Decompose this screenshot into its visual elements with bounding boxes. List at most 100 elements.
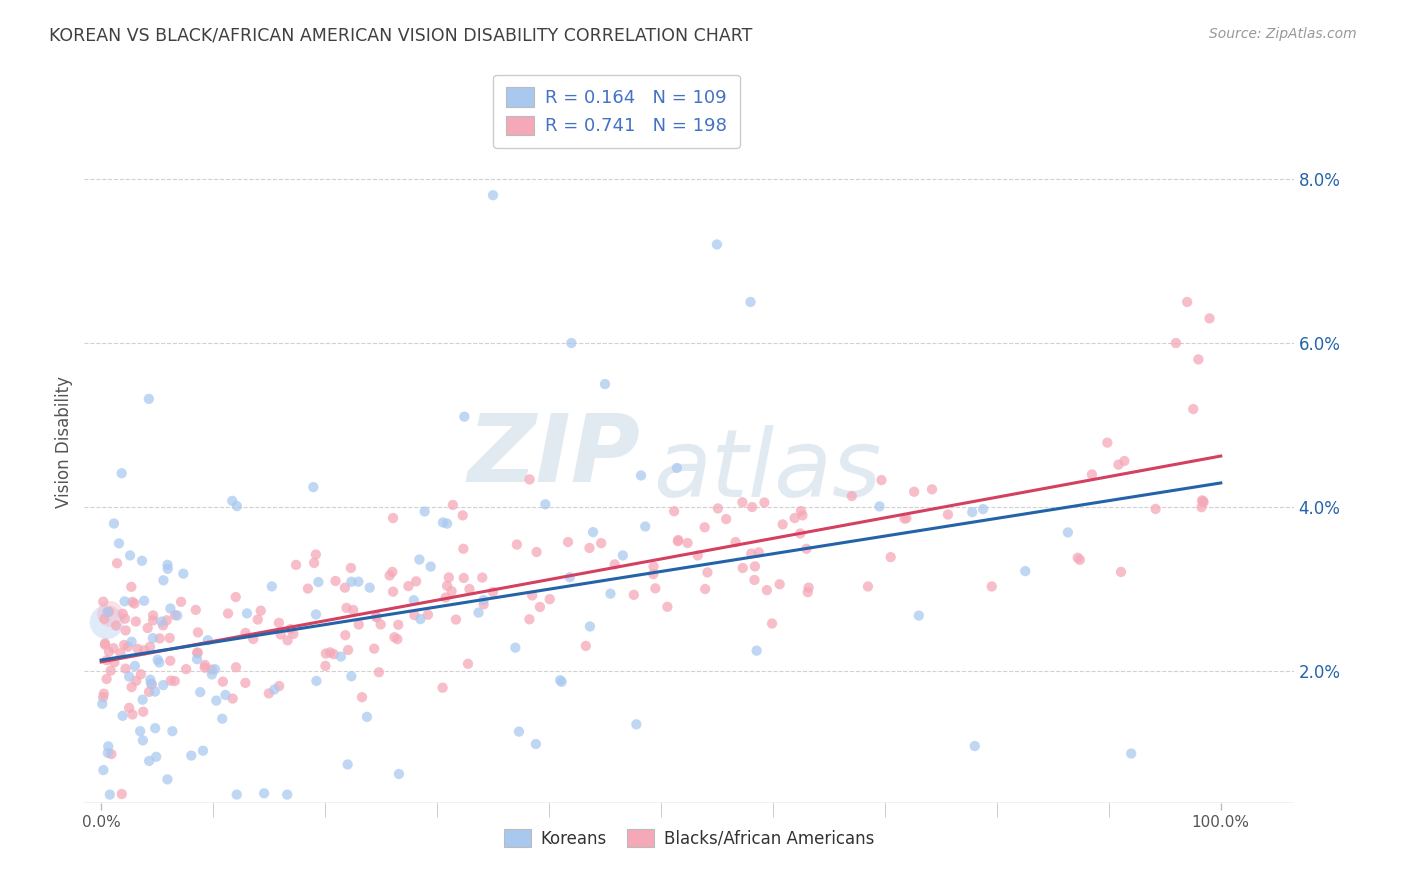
Point bbox=[506, 538, 529, 552]
Point bbox=[744, 559, 766, 574]
Point bbox=[797, 585, 820, 599]
Point bbox=[472, 598, 495, 612]
Point bbox=[217, 607, 239, 621]
Point bbox=[980, 579, 1002, 593]
Point bbox=[783, 511, 806, 525]
Point bbox=[436, 579, 458, 593]
Point bbox=[166, 608, 188, 623]
Point bbox=[305, 673, 328, 688]
Point bbox=[131, 554, 153, 568]
Point bbox=[558, 570, 581, 584]
Point bbox=[305, 607, 328, 622]
Point bbox=[103, 641, 125, 656]
Point bbox=[755, 583, 778, 598]
Point bbox=[789, 526, 811, 541]
Point bbox=[972, 502, 994, 516]
Point bbox=[163, 608, 186, 623]
Point bbox=[108, 536, 131, 550]
Point bbox=[138, 392, 160, 406]
Point bbox=[162, 724, 184, 739]
Point bbox=[131, 692, 153, 706]
Point bbox=[322, 647, 344, 661]
Point bbox=[1191, 493, 1213, 508]
Point bbox=[139, 673, 162, 687]
Point bbox=[402, 593, 425, 607]
Point bbox=[693, 520, 716, 534]
Point bbox=[121, 595, 143, 609]
Point bbox=[103, 516, 125, 531]
Point bbox=[1067, 550, 1090, 565]
Point bbox=[453, 541, 475, 556]
Point bbox=[129, 724, 152, 739]
Point bbox=[121, 707, 143, 722]
Point bbox=[149, 632, 172, 646]
Point bbox=[143, 684, 166, 698]
Point bbox=[416, 607, 439, 622]
Point bbox=[120, 580, 142, 594]
Point bbox=[96, 615, 118, 630]
Point bbox=[340, 574, 363, 589]
Point bbox=[335, 600, 357, 615]
Point bbox=[409, 612, 432, 626]
Point bbox=[796, 541, 818, 556]
Point bbox=[337, 643, 360, 657]
Point bbox=[772, 517, 794, 532]
Point bbox=[138, 685, 160, 699]
Point bbox=[519, 612, 541, 626]
Point bbox=[132, 733, 155, 747]
Point bbox=[117, 640, 139, 654]
Point bbox=[114, 612, 136, 626]
Point bbox=[405, 574, 427, 589]
Point bbox=[1057, 525, 1080, 540]
Point bbox=[714, 512, 737, 526]
Point bbox=[879, 550, 901, 565]
Y-axis label: Vision Disability: Vision Disability bbox=[55, 376, 73, 508]
Text: Source: ZipAtlas.com: Source: ZipAtlas.com bbox=[1209, 27, 1357, 41]
Point bbox=[744, 573, 766, 587]
Point bbox=[453, 409, 475, 424]
Point bbox=[603, 558, 626, 572]
Point bbox=[152, 678, 174, 692]
Point bbox=[246, 613, 269, 627]
Point bbox=[132, 594, 155, 608]
Point bbox=[96, 672, 118, 686]
Point bbox=[1121, 747, 1143, 761]
Point bbox=[93, 687, 115, 701]
Point bbox=[205, 693, 228, 707]
Text: atlas: atlas bbox=[652, 425, 882, 516]
Point bbox=[302, 480, 325, 494]
Point bbox=[893, 511, 915, 525]
Point bbox=[204, 662, 226, 676]
Point bbox=[159, 654, 181, 668]
Point bbox=[522, 588, 544, 602]
Point bbox=[741, 500, 763, 514]
Point bbox=[91, 595, 114, 609]
Point bbox=[457, 657, 479, 671]
Point bbox=[134, 643, 156, 657]
Point bbox=[1192, 494, 1215, 508]
Point bbox=[94, 638, 117, 652]
Point bbox=[856, 579, 879, 593]
Point bbox=[100, 664, 122, 678]
Point bbox=[630, 468, 652, 483]
Point bbox=[366, 609, 388, 624]
Point bbox=[524, 737, 547, 751]
Point bbox=[644, 582, 666, 596]
Point bbox=[1014, 564, 1036, 578]
Point bbox=[139, 640, 162, 654]
Point bbox=[307, 574, 329, 589]
Point bbox=[740, 547, 762, 561]
Point bbox=[381, 565, 404, 579]
Point bbox=[212, 674, 235, 689]
Point bbox=[1081, 467, 1104, 482]
Point bbox=[93, 763, 115, 777]
Point bbox=[143, 721, 166, 735]
Point bbox=[139, 676, 162, 690]
Point bbox=[114, 624, 136, 638]
Point bbox=[103, 655, 125, 669]
Point bbox=[225, 660, 247, 674]
Point bbox=[444, 613, 467, 627]
Point bbox=[745, 643, 768, 657]
Point bbox=[186, 652, 208, 666]
Point bbox=[436, 516, 458, 531]
